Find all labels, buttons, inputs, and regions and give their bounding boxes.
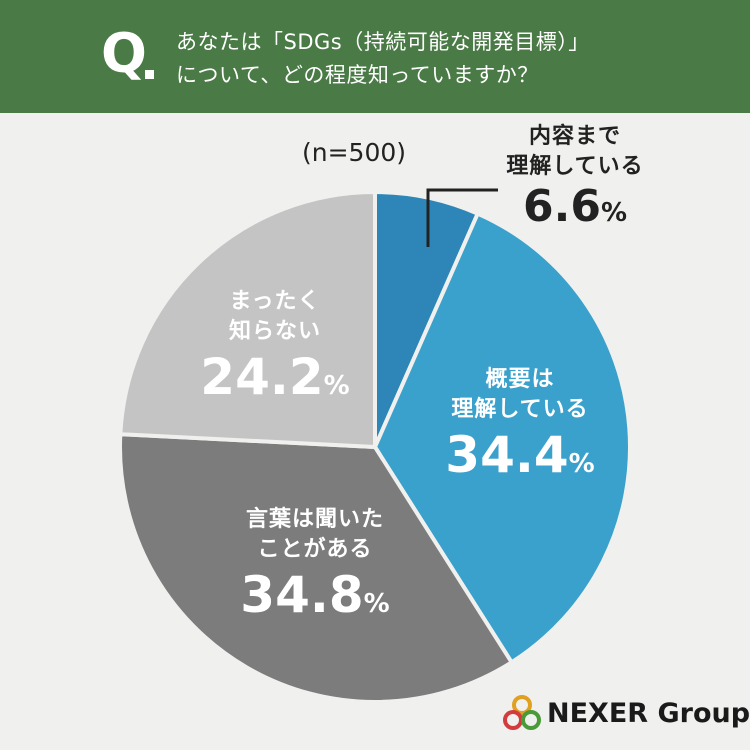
slice-value-number: 34.8 [240,566,364,624]
slice-label-line2: 理解している [451,397,589,422]
slice-label-understand-content: 内容まで 理解している 6.6% [495,122,655,238]
slice-value-number: 6.6 [522,181,601,232]
question-header: Q あなたは「SDGs（持続可能な開発目標）」 について、どの程度知っていますか… [0,0,750,113]
logo-text: NEXER Group [547,698,750,729]
q-dot [145,70,154,79]
slice-label-line1: 内容まで [528,124,621,149]
slice-value-unit: % [568,449,595,479]
slice-value-unit: % [600,198,627,228]
sample-size-label: (n=500) [302,138,407,167]
pie-slice-understand-overview [372,210,632,666]
slice-label-not-know: まったく 知らない 24.2% [180,287,370,416]
question-line-2: について、どの程度知っていますか？ [176,63,539,87]
slice-label-line1: 概要は [485,367,555,392]
pie-slice-not-know [118,189,377,450]
pie-slice-heard-word [118,432,515,704]
slice-label-understand-overview: 概要は 理解している 34.4% [425,365,615,494]
q-letter: Q [101,22,147,85]
nexer-rings-logo-icon [503,695,541,730]
leader-line [426,188,498,247]
slice-value: 6.6% [495,182,655,238]
slice-label-line1: 言葉は聞いた [245,507,384,532]
slice-value: 24.2% [180,347,370,416]
slice-label-line2: ことがある [257,537,373,562]
question-text: あなたは「SDGs（持続可能な開発目標）」 について、どの程度知っていますか？ [176,26,716,92]
slice-value-unit: % [363,589,390,619]
slice-value-unit: % [323,371,350,401]
slice-value-number: 34.4 [445,426,569,484]
slice-label-line2: 知らない [228,319,321,344]
slice-value: 34.8% [215,565,415,634]
slice-label-heard-word: 言葉は聞いた ことがある 34.8% [215,505,415,634]
slice-value: 34.4% [425,425,615,494]
slice-label-line2: 理解している [506,154,644,179]
slice-label-line1: まったく [229,289,321,314]
question-line-1: あなたは「SDGs（持続可能な開発目標）」 [176,30,590,54]
slice-value-number: 24.2 [200,348,324,406]
